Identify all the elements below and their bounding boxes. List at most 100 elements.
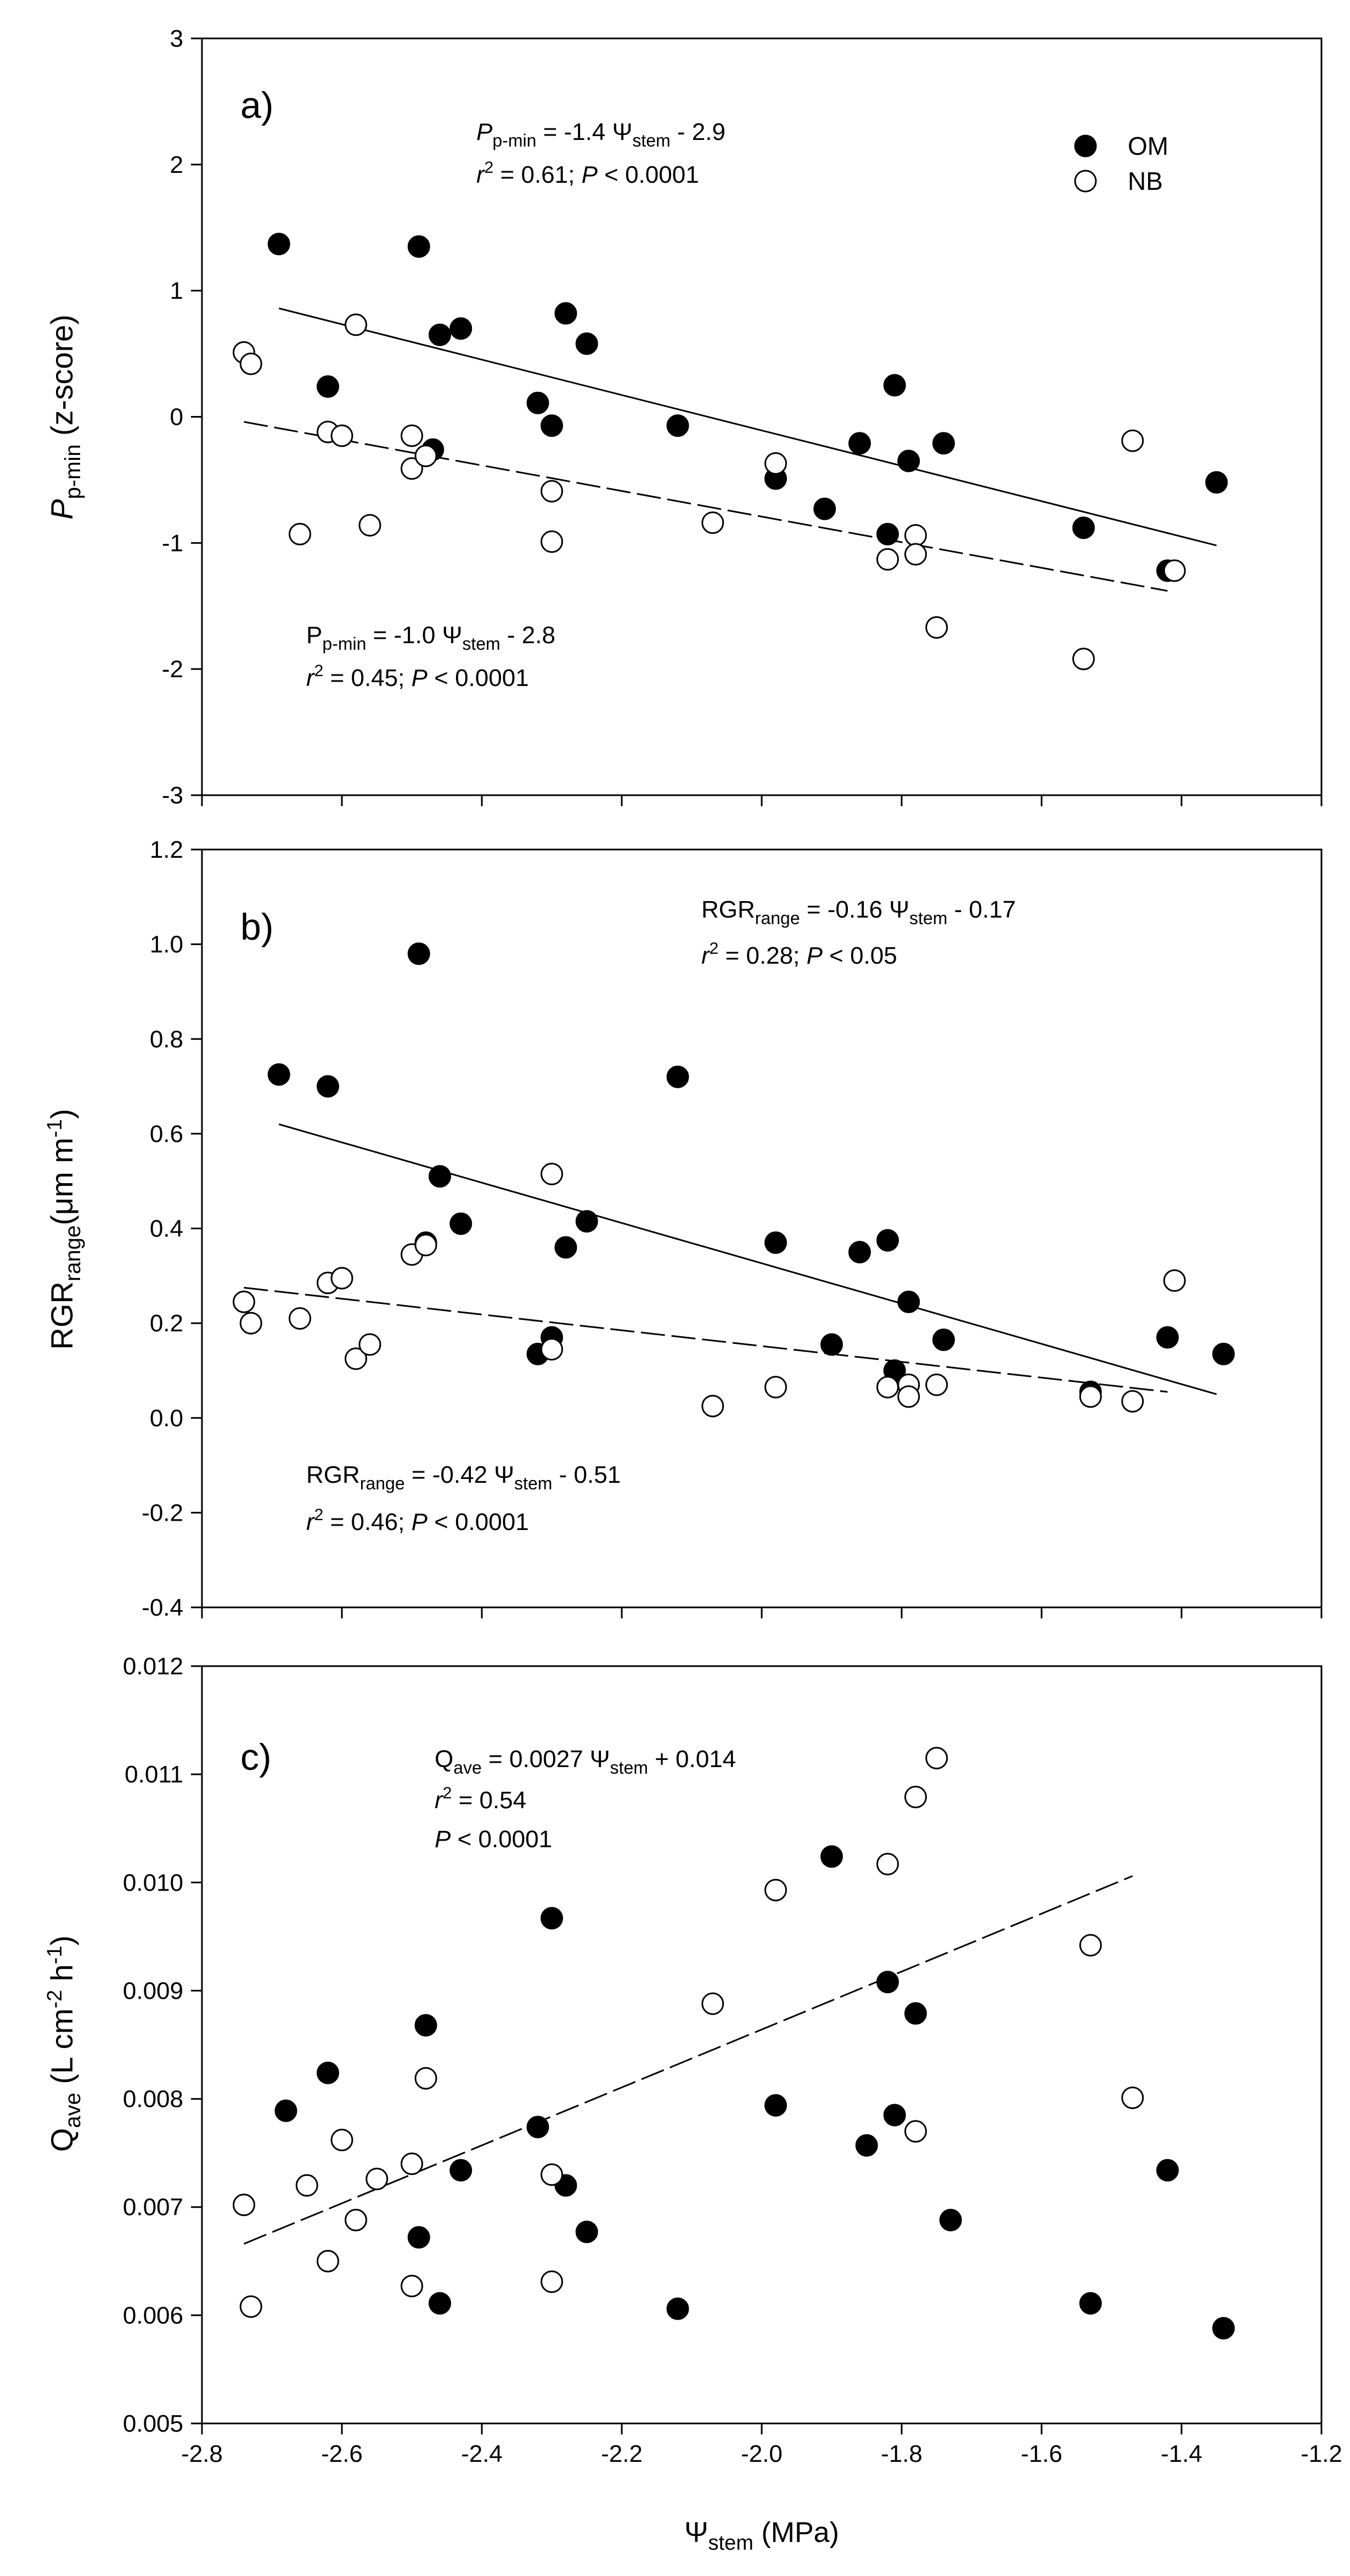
point-om [883, 374, 906, 397]
point-om [429, 1165, 451, 1188]
panel-a-y-tick-label: 0 [170, 404, 183, 431]
point-om [317, 2061, 339, 2084]
panel-a-points [233, 233, 1228, 671]
panel-a-equation-om: Pp-min = -1.4 Ψstem - 2.9 [476, 119, 725, 150]
panel-a-y-tick-label: 1 [170, 278, 183, 305]
point-nb [239, 352, 262, 375]
panel-c-x-ticks [201, 2423, 1323, 2434]
panel-c-y-tick-label: 0.010 [123, 1869, 183, 1896]
panel-b-y-tick-label: -0.2 [142, 1499, 183, 1526]
panel-b-points [233, 942, 1235, 1418]
point-om [317, 375, 339, 398]
point-om [666, 2297, 689, 2320]
panel-c-p-value: P < 0.0001 [435, 1826, 552, 1853]
panel-b-y-tick-label: 1.2 [150, 836, 183, 863]
point-om [855, 2134, 878, 2157]
legend-om-label: OM [1128, 132, 1168, 160]
x-tick-label: -2.8 [181, 2440, 223, 2467]
point-nb [330, 2128, 353, 2151]
point-nb [365, 2167, 389, 2190]
point-nb [401, 2275, 423, 2298]
point-om [407, 2226, 430, 2249]
point-om [876, 522, 899, 545]
point-om [1212, 1342, 1235, 1365]
legend-om-marker [1074, 134, 1097, 158]
point-om [876, 1229, 899, 1252]
point-om [932, 1328, 955, 1351]
point-nb [239, 2295, 262, 2318]
panel-c-points [233, 1747, 1235, 2340]
panel-b-y-tick-label: 0.8 [150, 1026, 183, 1053]
x-tick-label: -1.8 [881, 2440, 923, 2467]
point-nb [897, 1385, 920, 1408]
point-om [274, 2099, 297, 2122]
panel-a-y-ticks: -3 -2 -1 0 1 2 3 [162, 25, 202, 809]
point-om [666, 1065, 689, 1088]
panel-a-y-axis-label: Pp-min (z-score) [44, 314, 85, 520]
point-om [317, 1075, 339, 1098]
panel-b-y-tick-label: -0.4 [142, 1594, 183, 1621]
panel-c-label: c) [240, 1736, 272, 1778]
point-nb [701, 1394, 724, 1418]
point-nb [1079, 1934, 1102, 1957]
point-nb [541, 480, 563, 503]
point-om [429, 2292, 451, 2315]
point-nb [904, 1786, 927, 1809]
point-nb [904, 543, 927, 566]
point-nb [876, 1376, 899, 1399]
panel-a-fit-nb [244, 421, 1168, 592]
point-nb [330, 424, 353, 447]
point-om [932, 432, 955, 455]
point-nb [358, 1333, 381, 1356]
point-om [575, 1210, 598, 1233]
point-nb [233, 2193, 255, 2217]
point-nb [876, 548, 899, 571]
panel-a-fit-lines [244, 307, 1217, 592]
point-om [554, 302, 577, 325]
x-axis-tick-labels: -2.8 -2.6 -2.4 -2.2 -2.0 -1.8 -1.6 -1.4 -1.2 [181, 2440, 1342, 2467]
point-nb [401, 424, 423, 447]
point-om [1156, 1326, 1179, 1349]
point-om [939, 2208, 962, 2231]
point-om [541, 414, 563, 437]
x-tick-label: -2.6 [321, 2440, 363, 2467]
point-nb [1072, 648, 1095, 671]
point-om [1156, 2159, 1179, 2182]
panel-b-y-tick-label: 0.6 [150, 1121, 183, 1148]
point-om [267, 1063, 290, 1086]
point-nb [345, 313, 367, 336]
panel-a-stats-nb: r2 = 0.45; P < 0.0001 [306, 662, 529, 691]
x-tick-label: -2.2 [601, 2440, 643, 2467]
point-nb [904, 2120, 927, 2143]
point-nb [1121, 2086, 1144, 2110]
point-om [764, 2094, 787, 2117]
panel-b-y-tick-label: 1.0 [150, 931, 183, 958]
point-om [1212, 2317, 1235, 2340]
point-om [407, 235, 430, 258]
panel-c-frame [201, 1665, 1323, 2425]
point-nb [541, 1338, 563, 1361]
panel-b-x-ticks [201, 1607, 1323, 1618]
point-om [820, 1333, 843, 1356]
panel-c-y-tick-label: 0.005 [123, 2410, 183, 2437]
point-nb [925, 1373, 948, 1396]
point-nb [764, 1376, 787, 1399]
point-nb [1163, 1269, 1186, 1292]
point-nb [764, 452, 787, 475]
point-nb [295, 2174, 318, 2197]
point-nb [414, 1234, 437, 1257]
panel-b-equation-nb: RGRrange = -0.42 Ψstem - 0.51 [306, 1461, 621, 1493]
point-om [526, 391, 549, 414]
point-nb [764, 1878, 787, 1902]
point-nb [1121, 1390, 1144, 1413]
point-nb [1121, 429, 1144, 452]
panel-a-equation-nb: Pp-min = -1.0 Ψstem - 2.8 [306, 622, 555, 654]
point-om [848, 432, 871, 455]
legend-nb-marker [1074, 170, 1097, 193]
panel-b-equation-om: RGRrange = -0.16 Ψstem - 0.17 [701, 896, 1016, 928]
panel-c-y-tick-label: 0.008 [123, 2086, 183, 2113]
panel-c-fit-nb [243, 1875, 1133, 2245]
point-om [666, 414, 689, 437]
point-om [897, 1290, 920, 1313]
